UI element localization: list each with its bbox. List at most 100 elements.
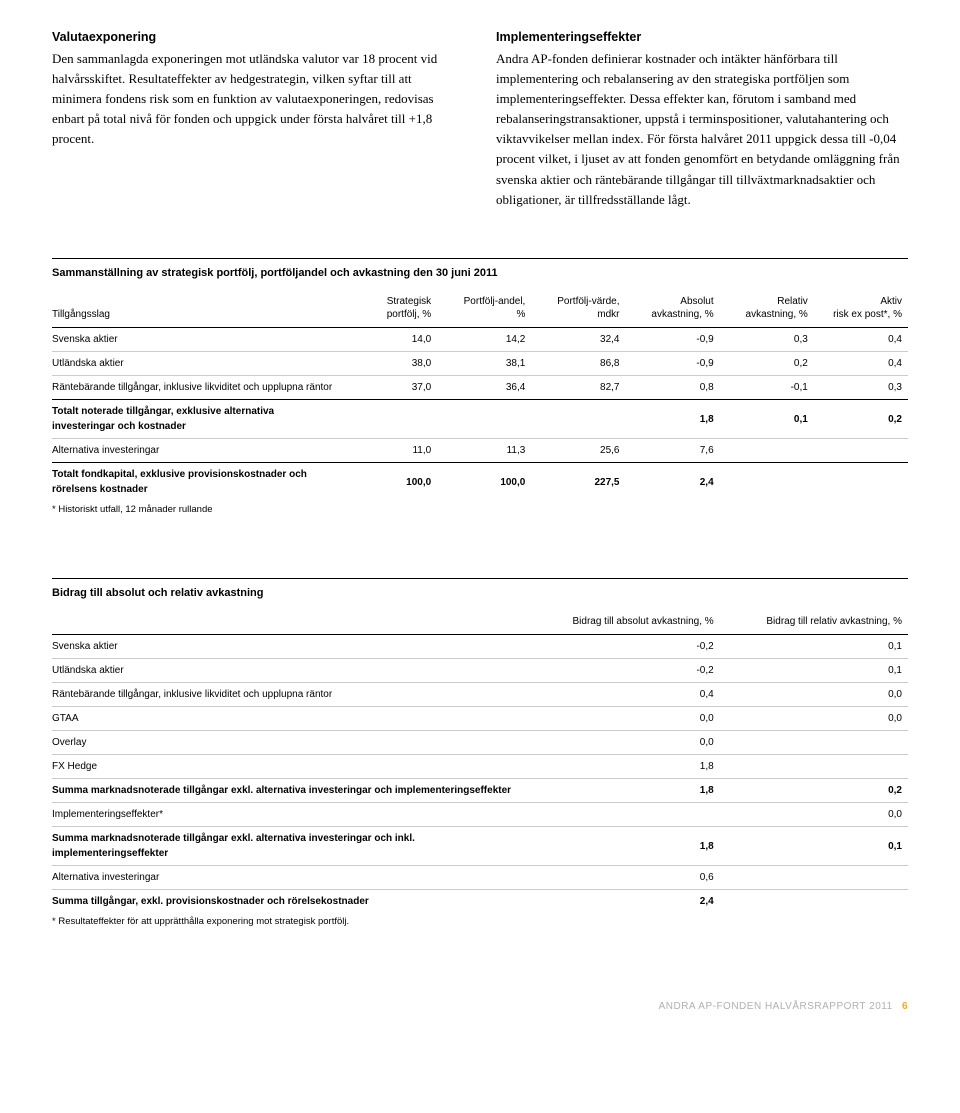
table-cell [814,463,908,502]
table-cell: 82,7 [531,376,625,400]
table-cell: 0,0 [720,707,908,731]
table-row: Summa marknadsnoterade tillgångar exkl. … [52,779,908,803]
table-cell: 0,1 [720,659,908,683]
table-cell: 32,4 [531,328,625,352]
table-cell: Alternativa investeringar [52,439,343,463]
table2-title: Bidrag till absolut och relativ avkastni… [52,578,908,602]
table-cell: -0,9 [626,328,720,352]
table-cell [814,439,908,463]
table-cell: 100,0 [437,463,531,502]
table-cell: GTAA [52,707,531,731]
table-cell: 227,5 [531,463,625,502]
table-cell: 0,3 [814,376,908,400]
column-header: Tillgångsslag [52,291,343,328]
column-left: Valutaexponering Den sammanlagda exponer… [52,28,464,210]
table-cell: -0,2 [531,635,719,659]
table-cell [720,463,814,502]
table-cell: Svenska aktier [52,635,531,659]
table-cell: Summa marknadsnoterade tillgångar exkl. … [52,779,531,803]
body-valutaexponering: Den sammanlagda exponeringen mot utländs… [52,49,464,150]
table-cell: 0,0 [531,707,719,731]
table-cell [720,890,908,914]
table-cell: 0,1 [720,635,908,659]
table1: TillgångsslagStrategiskportfölj, %Portfö… [52,291,908,501]
table-cell [531,400,625,439]
table-cell: Totalt noterade tillgångar, exklusive al… [52,400,343,439]
two-column-text: Valutaexponering Den sammanlagda exponer… [52,28,908,210]
page-footer: ANDRA AP-FONDEN HALVÅRSRAPPORT 2011 6 [52,999,908,1014]
table-row: Overlay0,0 [52,731,908,755]
table-cell: 1,8 [531,779,719,803]
table-cell [437,400,531,439]
column-header: Relativavkastning, % [720,291,814,328]
table2-container: Bidrag till absolut och relativ avkastni… [52,578,908,930]
table-cell: Overlay [52,731,531,755]
table-cell: 2,4 [626,463,720,502]
table-cell [720,439,814,463]
column-header: Strategiskportfölj, % [343,291,437,328]
table-cell: 0,1 [720,827,908,866]
heading-valutaexponering: Valutaexponering [52,28,464,47]
table-row: Utländska aktier38,038,186,8-0,90,20,4 [52,352,908,376]
table-cell: 36,4 [437,376,531,400]
table-cell: Implementeringseffekter* [52,803,531,827]
table-cell: 0,1 [720,400,814,439]
table-cell: 100,0 [343,463,437,502]
table-cell: 1,8 [626,400,720,439]
table-cell: 0,4 [814,328,908,352]
table-cell: 0,4 [814,352,908,376]
column-header: Bidrag till relativ avkastning, % [720,611,908,635]
column-header [52,611,531,635]
column-header: Bidrag till absolut avkastning, % [531,611,719,635]
table1-title: Sammanställning av strategisk portfölj, … [52,258,908,282]
table-cell: 0,3 [720,328,814,352]
table-cell: 0,2 [814,400,908,439]
table-cell [531,803,719,827]
table-cell: 0,0 [531,731,719,755]
table-row: GTAA0,00,0 [52,707,908,731]
body-implementeringseffekter: Andra AP-fonden definierar kostnader och… [496,49,908,210]
table-cell: 0,6 [531,866,719,890]
table-cell: 2,4 [531,890,719,914]
table-cell: 37,0 [343,376,437,400]
table-cell: 14,2 [437,328,531,352]
table-row: Summa tillgångar, exkl. provisionskostna… [52,890,908,914]
table-row: Totalt fondkapital, exklusive provisions… [52,463,908,502]
table-cell: 11,0 [343,439,437,463]
table1-footnote: * Historiskt utfall, 12 månader rullande [52,501,908,517]
table-cell: Alternativa investeringar [52,866,531,890]
table-row: Totalt noterade tillgångar, exklusive al… [52,400,908,439]
table-cell: FX Hedge [52,755,531,779]
table-row: Svenska aktier-0,20,1 [52,635,908,659]
table-cell: 11,3 [437,439,531,463]
column-header: Absolutavkastning, % [626,291,720,328]
table-cell: 38,1 [437,352,531,376]
table-cell [720,755,908,779]
table-row: Räntebärande tillgångar, inklusive likvi… [52,376,908,400]
table-row: Implementeringseffekter* 0,0 [52,803,908,827]
table-row: Summa marknadsnoterade tillgångar exkl. … [52,827,908,866]
table-row: Räntebärande tillgångar, inklusive likvi… [52,683,908,707]
table2-footnote: * Resultateffekter för att upprätthålla … [52,913,908,929]
table-cell: -0,9 [626,352,720,376]
table-cell: Totalt fondkapital, exklusive provisions… [52,463,343,502]
column-header: Portfölj-värde,mdkr [531,291,625,328]
table-cell [720,731,908,755]
table-cell: 0,2 [720,779,908,803]
table-cell: Utländska aktier [52,659,531,683]
table-cell: 25,6 [531,439,625,463]
table-cell: 7,6 [626,439,720,463]
heading-implementeringseffekter: Implementeringseffekter [496,28,908,47]
table-cell: Utländska aktier [52,352,343,376]
table-cell: 14,0 [343,328,437,352]
table-cell: 0,4 [531,683,719,707]
column-header: Portfölj-andel,% [437,291,531,328]
table-cell: 38,0 [343,352,437,376]
column-header: Aktivrisk ex post*, % [814,291,908,328]
table-cell: Räntebärande tillgångar, inklusive likvi… [52,376,343,400]
table-cell: 0,0 [720,803,908,827]
table1-container: Sammanställning av strategisk portfölj, … [52,258,908,518]
table-cell: 1,8 [531,827,719,866]
table-cell: -0,1 [720,376,814,400]
table-cell: 86,8 [531,352,625,376]
